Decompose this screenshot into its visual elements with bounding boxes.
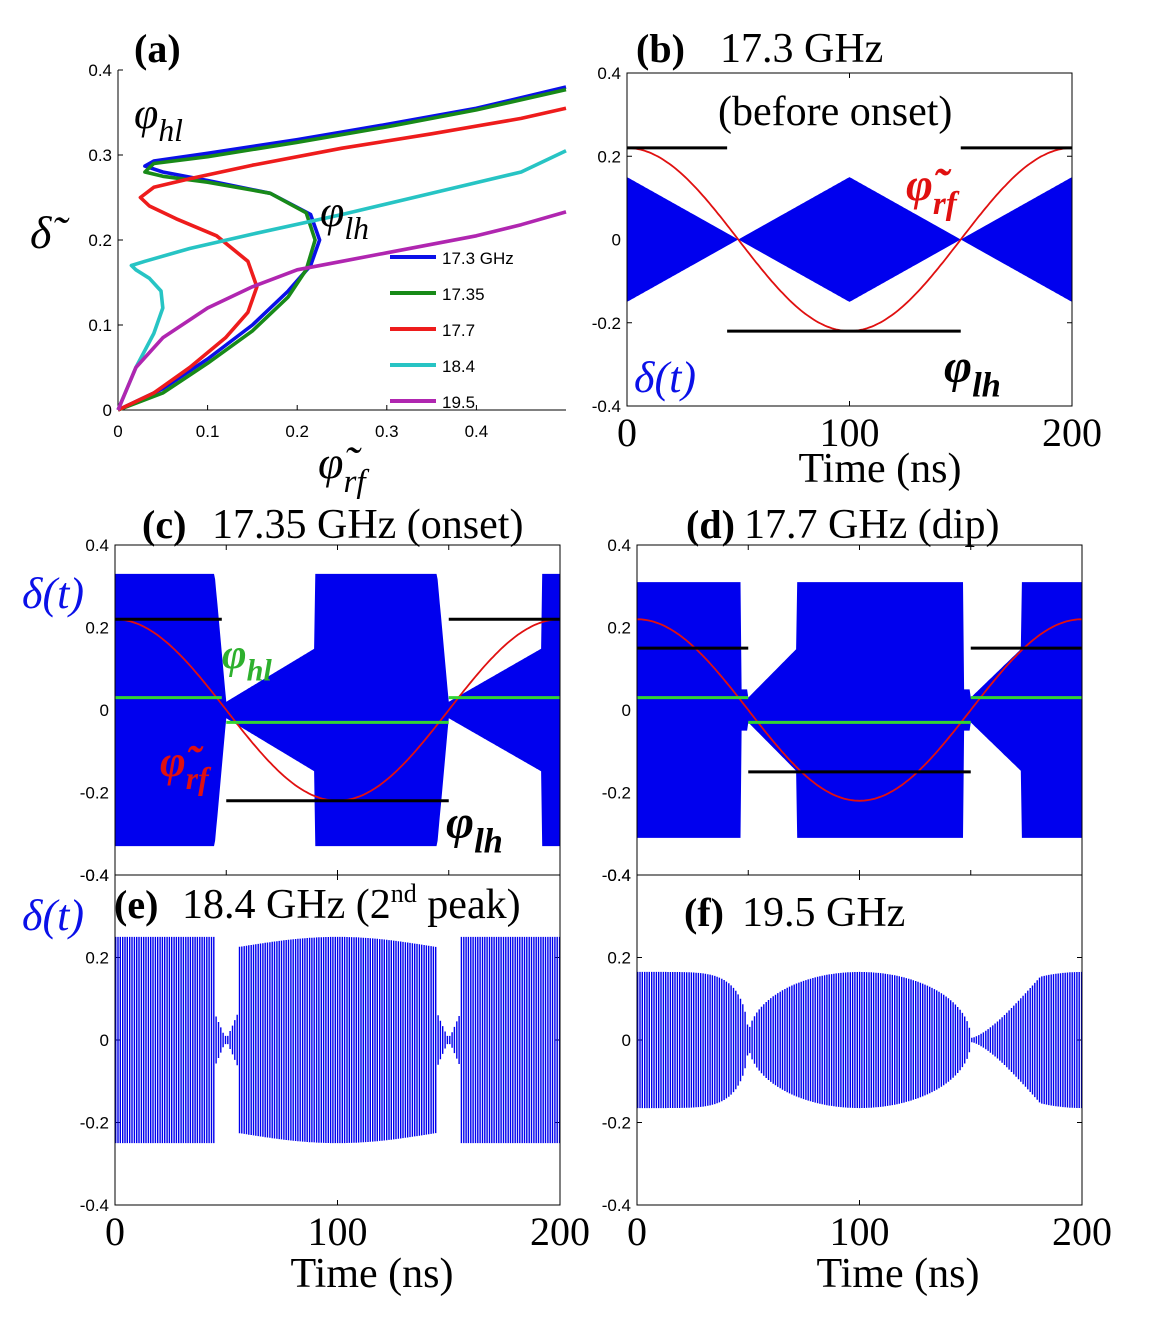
- x-tick-label: 100: [830, 1209, 890, 1254]
- y-tick-label: 0.4: [597, 64, 621, 83]
- delta-envelope-f: [637, 971, 1083, 1109]
- y-tick-label: -0.2: [602, 784, 631, 803]
- panel-title-b: 17.3 GHz: [720, 26, 883, 72]
- legend-entry: 19.5: [442, 393, 475, 412]
- delta-envelope-e: [115, 936, 561, 1144]
- y-tick-label: 0.4: [88, 61, 112, 80]
- delta-label-b: δ(t): [634, 353, 696, 402]
- panel-label-e: (e): [114, 882, 158, 927]
- y-tick-label: -0.4: [592, 397, 621, 416]
- series-line-1: [117, 87, 567, 412]
- x-tick-label: 200: [1042, 410, 1102, 455]
- x-axis-label-e: Time (ns): [291, 1251, 454, 1297]
- y-tick-label: 0.4: [607, 866, 631, 885]
- x-tick-label: 0.3: [375, 422, 399, 441]
- x-tick-label: 200: [1052, 1209, 1112, 1254]
- y-tick-label: -0.4: [80, 866, 109, 885]
- series-line-3: [116, 149, 567, 411]
- legend-entry: 17.35: [442, 285, 485, 304]
- panel-title-d: 17.7 GHz (dip): [744, 502, 999, 548]
- phi-lh-label-b: φlh: [944, 340, 1001, 404]
- panel-subtitle-b: (before onset): [718, 89, 952, 135]
- x-tick-label: 0: [627, 1209, 647, 1254]
- y-tick-label: -0.4: [602, 1196, 631, 1215]
- x-tick-label: 100: [308, 1209, 368, 1254]
- delta-envelope-c: [115, 573, 560, 847]
- plot-area-a: [118, 70, 566, 410]
- y-tick-label: -0.2: [592, 314, 621, 333]
- panel-label-c: (c): [142, 502, 186, 547]
- x-tick-label: 0: [113, 422, 122, 441]
- panel-label-d: (d): [686, 502, 735, 547]
- x-tick-label: 0: [105, 1209, 125, 1254]
- y-tick-label: -0.4: [602, 866, 631, 885]
- y-tick-label: -0.2: [602, 1114, 631, 1133]
- phi-rf-curve-d: [637, 618, 1082, 802]
- y-tick-label: 0.4: [85, 536, 109, 555]
- phi-hl-annotation: φhl: [134, 89, 183, 148]
- y-tick-label: 0: [612, 231, 621, 250]
- panel-title-c: 17.35 GHz (onset): [212, 502, 523, 548]
- x-tick-label: 0.4: [465, 422, 489, 441]
- x-tick-label: 0.2: [285, 422, 309, 441]
- x-axis-label-f: Time (ns): [817, 1251, 980, 1297]
- x-tick-label: 100: [820, 410, 880, 455]
- delta-envelope-b: [627, 177, 1072, 302]
- y-tick-label: 0.2: [607, 619, 631, 638]
- y-tick-label: 0.2: [85, 949, 109, 968]
- y-tick-label: 0.2: [88, 231, 112, 250]
- panel-label-a: (a): [134, 26, 181, 71]
- delta-label-c: δ(t): [22, 569, 84, 618]
- series-line-4: [116, 210, 567, 411]
- delta-envelope-d: [637, 582, 1082, 838]
- panel-label-f: (f): [684, 890, 724, 935]
- legend-entry: 17.7: [442, 321, 475, 340]
- panel-title-f: 19.5 GHz: [742, 890, 905, 936]
- series-line-2: [117, 106, 567, 412]
- y-tick-label: 0.2: [607, 949, 631, 968]
- x-axis-label-a: φ̃rf: [318, 437, 370, 500]
- y-tick-label: 0: [100, 701, 109, 720]
- y-tick-label: 0: [103, 401, 112, 420]
- y-axis-label-a: δ̃: [30, 207, 70, 258]
- x-axis-label-b: Time (ns): [799, 446, 962, 492]
- x-tick-label: 0.1: [196, 422, 220, 441]
- y-tick-label: 0: [100, 1031, 109, 1050]
- y-tick-label: -0.4: [80, 1196, 109, 1215]
- y-tick-label: -0.2: [80, 1114, 109, 1133]
- panel-label-b: (b): [636, 26, 685, 71]
- y-tick-label: 0: [622, 701, 631, 720]
- y-tick-label: 0.1: [88, 316, 112, 335]
- y-tick-label: 0.2: [597, 147, 621, 166]
- delta-label-e: δ(t): [22, 891, 84, 940]
- y-tick-label: 0.4: [607, 536, 631, 555]
- y-tick-label: 0.2: [85, 619, 109, 638]
- legend-entry: 18.4: [442, 357, 475, 376]
- y-tick-label: -0.2: [80, 784, 109, 803]
- x-tick-label: 200: [530, 1209, 590, 1254]
- phi-hl-label-c: φhl: [222, 632, 272, 688]
- x-tick-label: 0: [617, 410, 637, 455]
- panel-title-e: 18.4 GHz (2nd peak): [182, 879, 521, 928]
- legend-entry: 17.3 GHz: [442, 249, 514, 268]
- y-tick-label: 0: [622, 1031, 631, 1050]
- phi-lh-label-c: φlh: [446, 796, 503, 860]
- y-tick-label: 0.4: [85, 866, 109, 885]
- phi-lh-annotation: φlh: [320, 187, 369, 246]
- y-tick-label: 0.3: [88, 146, 112, 165]
